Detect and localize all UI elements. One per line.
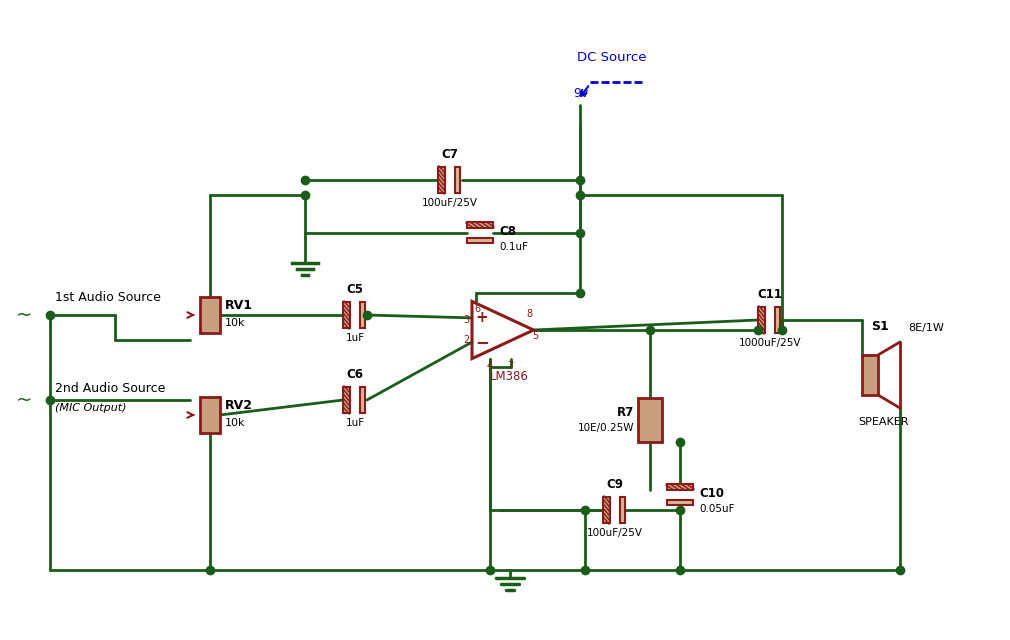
Text: DC Source: DC Source (578, 51, 646, 64)
Bar (438, 167, 445, 193)
Bar (467, 222, 493, 228)
Bar (360, 387, 365, 413)
Text: C8: C8 (499, 225, 516, 237)
Text: C5: C5 (346, 283, 364, 296)
Bar (343, 387, 350, 413)
Text: −: − (475, 333, 489, 351)
Text: 1st Audio Source: 1st Audio Source (55, 291, 161, 303)
Text: C9: C9 (606, 478, 623, 491)
Text: C7: C7 (441, 148, 459, 161)
Bar (200, 297, 220, 333)
Bar (467, 238, 493, 243)
Text: 1uF: 1uF (345, 333, 365, 343)
Text: 0.1uF: 0.1uF (499, 242, 528, 252)
Text: C10: C10 (699, 486, 724, 499)
Text: RV2: RV2 (225, 399, 252, 412)
Bar (603, 497, 610, 523)
Text: 10E/0.25W: 10E/0.25W (578, 423, 634, 433)
Text: 10k: 10k (225, 318, 245, 328)
Text: 2: 2 (463, 335, 470, 345)
Text: SPEAKER: SPEAKER (858, 417, 909, 427)
Text: 9v: 9v (573, 87, 588, 100)
Text: 3: 3 (464, 315, 470, 325)
Text: 8E/1W: 8E/1W (908, 323, 944, 333)
Text: 7: 7 (507, 362, 514, 371)
Bar (667, 500, 693, 505)
Text: 1uF: 1uF (345, 418, 365, 428)
Bar (638, 398, 662, 442)
Bar (360, 302, 365, 328)
Text: 2nd Audio Source: 2nd Audio Source (55, 381, 166, 394)
Bar (343, 302, 350, 328)
Bar (454, 167, 460, 193)
Text: 6: 6 (475, 305, 481, 314)
Text: 10k: 10k (225, 418, 245, 428)
Text: C11: C11 (758, 288, 783, 301)
Text: 8: 8 (526, 308, 532, 319)
Bar (667, 484, 693, 490)
Bar (775, 307, 780, 333)
Text: ~: ~ (15, 390, 32, 410)
Text: S1: S1 (871, 320, 889, 333)
Text: 1000uF/25V: 1000uF/25V (738, 338, 801, 348)
Text: C6: C6 (346, 368, 364, 381)
Bar (758, 307, 765, 333)
Bar (862, 355, 878, 395)
Text: +: + (476, 310, 488, 325)
Text: 100uF/25V: 100uF/25V (587, 528, 643, 538)
Text: 5: 5 (532, 330, 538, 340)
Text: 4: 4 (487, 362, 493, 371)
Bar (200, 397, 220, 433)
Text: 100uF/25V: 100uF/25V (422, 198, 478, 208)
Text: LM386: LM386 (490, 370, 529, 383)
Text: RV1: RV1 (225, 298, 252, 312)
Text: ~: ~ (15, 305, 32, 324)
Bar (620, 497, 625, 523)
Text: R7: R7 (617, 406, 634, 419)
Text: (MIC Output): (MIC Output) (55, 403, 126, 413)
Text: 0.05uF: 0.05uF (699, 504, 734, 514)
